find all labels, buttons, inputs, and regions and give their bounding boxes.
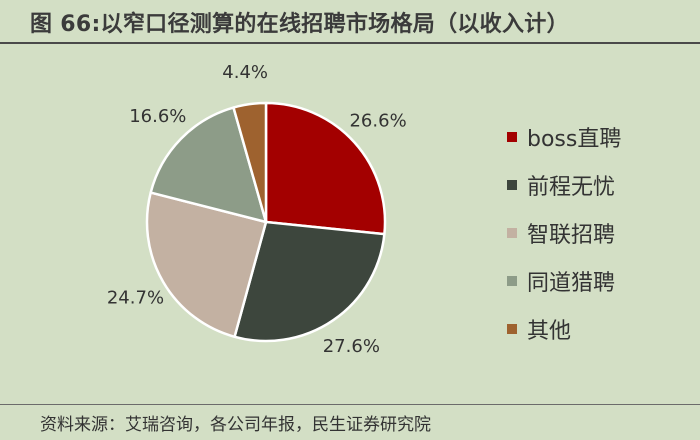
chart-title: 图 66:以窄口径测算的在线招聘市场格局（以收入计）	[30, 12, 569, 37]
legend-swatch-2	[507, 228, 517, 238]
legend-swatch-4	[507, 324, 517, 334]
pie-slice-3	[149, 106, 268, 224]
legend-item-2: 智联招聘	[507, 209, 621, 257]
source-note: 资料来源：艾瑞咨询，各公司年报，民生证券研究院	[40, 415, 431, 435]
legend-item-0: boss直聘	[507, 113, 621, 161]
data-label-1: 27.6%	[323, 336, 380, 357]
pie-slices	[145, 101, 387, 343]
pie-labels: 26.6% 27.6% 24.7% 16.6% 4.4%	[107, 62, 407, 357]
legend-label-3: 同道猎聘	[527, 271, 616, 296]
legend-swatch-0	[507, 132, 517, 142]
data-label-0: 26.6%	[349, 110, 406, 131]
source-divider	[0, 404, 700, 405]
legend-label-2: 智联招聘	[527, 223, 616, 248]
data-label-2: 24.7%	[107, 287, 164, 308]
legend-label-0: boss直聘	[527, 127, 622, 152]
legend-label-4: 其他	[527, 319, 572, 344]
legend-swatch-3	[507, 276, 517, 286]
legend-item-3: 同道猎聘	[507, 257, 621, 305]
data-label-3: 16.6%	[129, 106, 186, 127]
legend: boss直聘 前程无忧智联招聘同道猎聘其他	[507, 113, 621, 353]
data-label-4: 4.4%	[222, 62, 268, 83]
title-divider	[0, 42, 700, 44]
legend-item-1: 前程无忧	[507, 161, 621, 209]
pie-slice-4	[232, 101, 268, 224]
pie-slice-2	[145, 191, 268, 339]
pie-slice-0	[264, 101, 387, 236]
legend-swatch-1	[507, 180, 517, 190]
legend-item-4: 其他	[507, 305, 621, 353]
legend-label-1: 前程无忧	[527, 175, 616, 200]
pie-slice-1	[233, 220, 386, 343]
